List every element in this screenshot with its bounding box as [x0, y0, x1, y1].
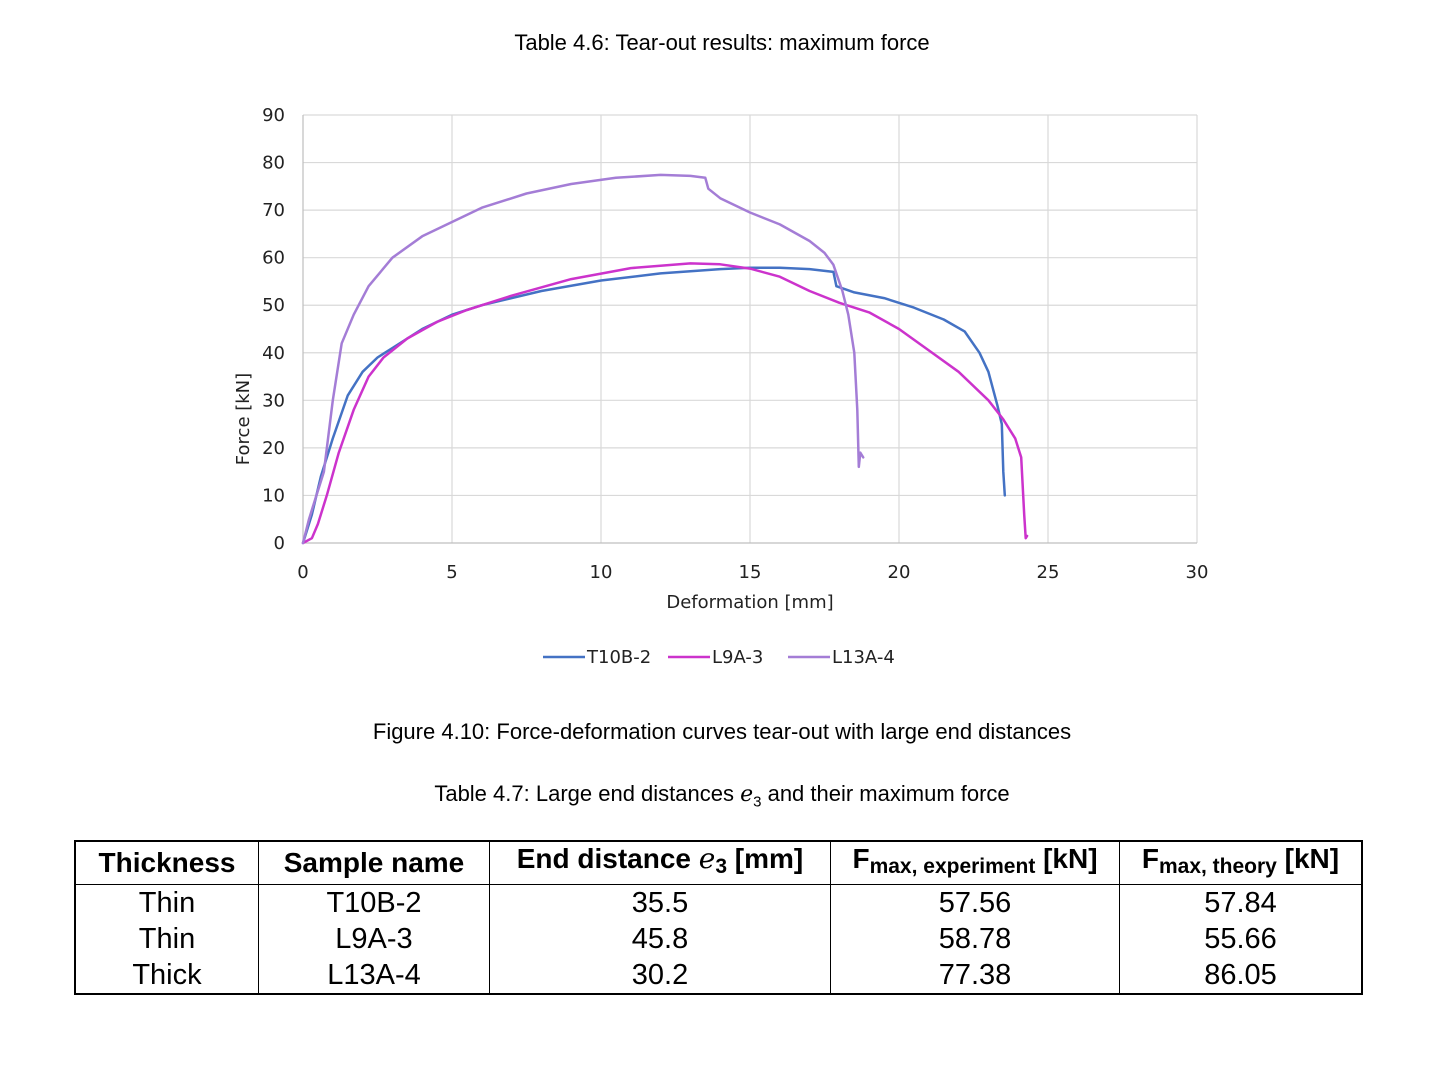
cell-fmax-theory: 55.66	[1204, 922, 1277, 955]
y-tick-label: 90	[262, 105, 285, 126]
table-4-7-caption: Table 4.7: Large end distances e3 and th…	[0, 781, 1444, 810]
x-tick-label: 10	[590, 562, 613, 583]
results-table: Thickness Sample name End distance e3 [m…	[74, 840, 1363, 995]
header-fmax-experiment: Fmax, experiment [kN]	[830, 841, 1120, 885]
header-fth-symbol: F	[1141, 843, 1159, 874]
header-fth-subscript: max, theory	[1158, 855, 1277, 878]
legend-label: L13A-4	[832, 647, 895, 668]
chart-series	[301, 173, 1029, 545]
x-tick-label: 20	[888, 562, 911, 583]
cell-sample-name: L9A-3	[258, 921, 490, 957]
header-fexp-subscript: max, experiment	[869, 855, 1036, 878]
x-tick-label: 5	[446, 562, 457, 583]
y-tick-label: 0	[274, 533, 285, 554]
header-end-distance: End distance e3 [mm]	[489, 841, 831, 885]
x-tick-label: 0	[297, 562, 308, 583]
chart-tick-labels: 0 10 20 30 40 50 60 70 80 90 0 5 10 15 20 25 30	[262, 105, 1208, 583]
header-fmax-theory: Fmax, theory [kN]	[1119, 841, 1362, 885]
y-tick-label: 30	[262, 390, 285, 411]
y-tick-label: 50	[262, 295, 285, 316]
x-tick-label: 30	[1186, 562, 1209, 583]
header-end-distance-symbol: e	[698, 842, 716, 875]
legend-label: L9A-3	[712, 647, 763, 668]
cell-fmax-experiment: 57.56	[830, 884, 1120, 921]
cell-fmax-experiment: 58.78	[830, 921, 1120, 957]
chart-axes	[302, 115, 1197, 544]
table-row: Thin T10B-2 35.5 57.56 57.84	[75, 884, 1362, 921]
header-thickness: Thickness	[75, 841, 259, 885]
table-row: Thick L13A-4 30.2 77.38 86.05	[75, 957, 1362, 994]
chart-legend: T10B-2 L9A-3 L13A-4	[543, 647, 895, 668]
table-4-6-caption: Table 4.6: Tear-out results: maximum for…	[514, 30, 930, 55]
cell-end-distance: 45.8	[489, 921, 831, 957]
cell-fmax-theory: 86.05	[1204, 958, 1277, 991]
table-4-7-caption-symbol: e	[740, 782, 754, 807]
cell-sample-name: L13A-4	[258, 957, 490, 994]
series-line-l13a-4	[301, 173, 865, 545]
cell-fmax-theory: 57.84	[1204, 886, 1277, 919]
force-deformation-chart: 0 10 20 30 40 50 60 70 80 90 0 5 10 15 20 25 30 Deformat…	[233, 105, 1208, 668]
table-4-7-caption-subscript: 3	[753, 793, 762, 811]
cell-thickness: Thin	[75, 884, 259, 921]
header-end-distance-prefix: End distance	[516, 843, 699, 874]
x-tick-label: 25	[1037, 562, 1060, 583]
y-tick-label: 10	[262, 485, 285, 506]
figure-4-10-caption: Figure 4.10: Force-deformation curves te…	[372, 719, 1072, 744]
header-sample-name: Sample name	[258, 841, 490, 885]
cell-thickness: Thin	[75, 921, 259, 957]
table-4-7-caption-suffix: and their maximum force	[761, 781, 1010, 806]
header-fth-suffix: [kN]	[1276, 843, 1340, 874]
y-tick-label: 70	[262, 200, 285, 221]
cell-end-distance: 30.2	[489, 957, 831, 994]
y-axis-title: Force [kN]	[233, 373, 254, 465]
legend-label: T10B-2	[586, 647, 651, 668]
header-end-distance-subscript: 3	[715, 855, 728, 878]
y-tick-label: 40	[262, 343, 285, 364]
cell-thickness: Thick	[75, 957, 259, 994]
cell-fmax-experiment: 77.38	[830, 957, 1120, 994]
header-end-distance-suffix: [mm]	[727, 843, 804, 874]
cell-end-distance: 35.5	[489, 884, 831, 921]
table-row: Thin L9A-3 45.8 58.78 55.66	[75, 921, 1362, 957]
table-4-7-caption-prefix: Table 4.7: Large end distances	[434, 781, 741, 806]
x-tick-label: 15	[739, 562, 762, 583]
header-fexp-suffix: [kN]	[1035, 843, 1098, 874]
y-tick-label: 20	[262, 438, 285, 459]
series-line-l9a-3	[301, 262, 1029, 545]
cell-sample-name: T10B-2	[258, 884, 490, 921]
y-tick-label: 80	[262, 153, 285, 174]
header-fexp-symbol: F	[852, 843, 870, 874]
y-tick-label: 60	[262, 248, 285, 269]
chart-gridlines	[303, 114, 1198, 543]
table-header-row: Thickness Sample name End distance e3 [m…	[75, 841, 1362, 885]
x-axis-title: Deformation [mm]	[666, 592, 833, 613]
